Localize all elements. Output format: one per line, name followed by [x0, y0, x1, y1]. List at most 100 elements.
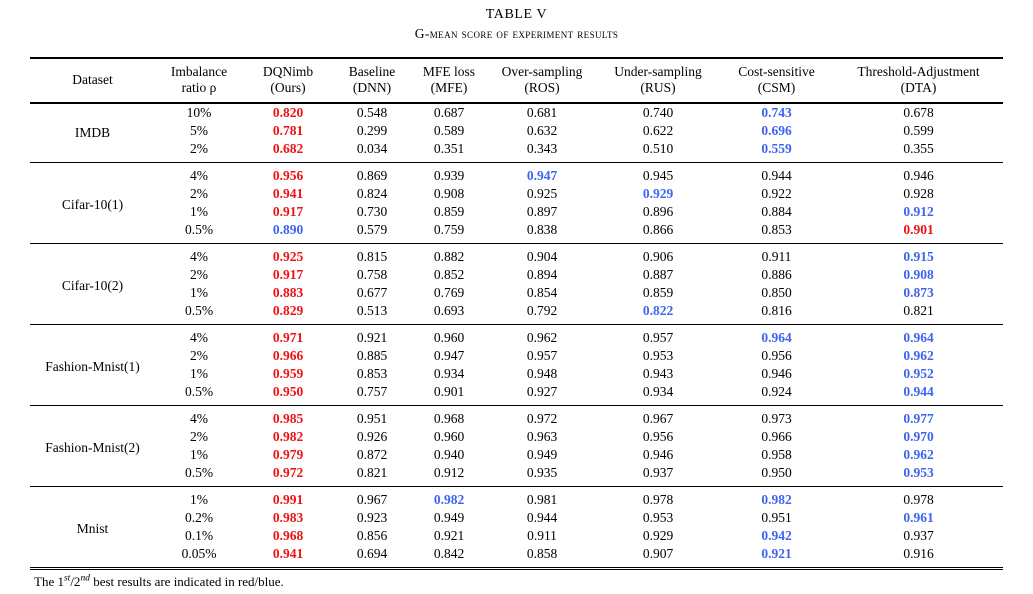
score-cell: 0.929 — [642, 528, 674, 543]
score-cell: 0.917 — [272, 204, 304, 219]
score-cell: 0.941 — [272, 186, 304, 201]
score-cell: 0.983 — [272, 510, 304, 525]
imbalance-ratio-value: 0.5% — [184, 222, 214, 237]
score-cell: 0.951 — [333, 405, 411, 428]
score-cell: 0.901 — [903, 222, 934, 237]
column-header-line1: Baseline — [348, 64, 396, 79]
score-cell: 0.859 — [642, 285, 674, 300]
imbalance-ratio-value: 0.5% — [184, 465, 214, 480]
col-header-baseline: Baseline (DNN) — [333, 58, 411, 104]
imbalance-ratio-value: 1% — [190, 447, 208, 462]
score-cell: 0.966 — [272, 348, 304, 363]
score-cell: 0.730 — [356, 204, 388, 219]
score-cell: 0.682 — [272, 141, 304, 156]
score-cell: 0.929 — [642, 186, 674, 201]
score-cell: 0.882 — [411, 243, 487, 266]
table-row: 0.5% 0.890 0.579 0.759 0.838 0.866 0.853 0.901 — [30, 221, 1003, 244]
score-cell: 0.934 — [642, 384, 674, 399]
table-row: 2% 0.917 0.758 0.852 0.894 0.887 0.886 0.908 — [30, 266, 1003, 284]
table-row: Fashion-Mnist(1) 4% 0.971 0.921 0.960 0.962 0.… — [30, 324, 1003, 406]
imbalance-ratio-value: 5% — [190, 123, 208, 138]
score-cell: 0.842 — [433, 546, 465, 561]
score-cell: 0.757 — [356, 384, 388, 399]
score-cell: 0.949 — [433, 510, 465, 525]
score-cell: 0.946 — [834, 162, 1003, 185]
imbalance-ratio-value: 1% — [190, 285, 208, 300]
score-cell: 0.758 — [356, 267, 388, 282]
dataset-name: Cifar-10(1) — [30, 162, 155, 244]
score-cell: 0.935 — [526, 465, 558, 480]
score-cell: 0.981 — [487, 486, 597, 509]
imbalance-ratio-value: 0.5% — [184, 384, 214, 399]
col-header-cost-sensitive: Cost-sensitive (CSM) — [719, 58, 834, 104]
score-cell: 0.957 — [597, 324, 719, 347]
score-cell: 0.853 — [761, 222, 792, 237]
column-header-line2: ratio ρ — [181, 80, 217, 95]
score-cell: 0.869 — [333, 162, 411, 185]
score-cell: 0.351 — [433, 141, 465, 156]
score-cell: 0.953 — [642, 510, 674, 525]
table-row: 0.2% 0.983 0.923 0.949 0.944 0.953 0.951 0.961 — [30, 509, 1003, 527]
score-cell: 0.968 — [272, 528, 304, 543]
score-cell: 0.978 — [834, 486, 1003, 509]
table-row: Cifar-10(1) 4% 0.956 0.869 0.939 0.947 0.945 0.… — [30, 162, 1003, 244]
score-cell: 0.924 — [761, 384, 792, 399]
score-cell: 0.964 — [719, 324, 834, 347]
imbalance-ratio-value: 10% — [186, 105, 212, 120]
column-header-line1: Under-sampling — [614, 64, 702, 79]
score-cell: 0.946 — [642, 447, 674, 462]
score-cell: 0.977 — [834, 405, 1003, 428]
score-cell: 0.944 — [903, 384, 934, 399]
score-cell: 0.687 — [433, 105, 465, 120]
score-cell: 0.956 — [642, 429, 674, 444]
footnote-superscript: nd — [80, 573, 90, 584]
column-header-line1: DQNimb — [262, 64, 314, 79]
score-cell: 0.911 — [719, 243, 834, 266]
score-cell: 0.866 — [642, 222, 674, 237]
score-cell: 0.820 — [272, 105, 304, 120]
score-cell: 0.816 — [761, 303, 792, 318]
score-cell: 0.956 — [243, 162, 333, 185]
column-header-line2: (MFE) — [430, 80, 468, 95]
score-cell: 0.923 — [356, 510, 388, 525]
column-header-line1: Threshold-Adjustment — [857, 64, 980, 79]
table-row: 2% 0.982 0.926 0.960 0.963 0.956 0.966 0.970 — [30, 428, 1003, 446]
score-cell: 0.632 — [526, 123, 558, 138]
score-cell: 0.622 — [642, 123, 674, 138]
score-cell: 0.978 — [597, 486, 719, 509]
column-header-line1: Over-sampling — [501, 64, 583, 79]
table-row: 2% 0.682 0.034 0.351 0.343 0.510 0.559 0.355 — [30, 140, 1003, 163]
score-cell: 0.829 — [272, 303, 304, 318]
score-cell: 0.907 — [642, 546, 674, 561]
dataset-name: Cifar-10(2) — [30, 243, 155, 325]
score-cell: 0.838 — [526, 222, 558, 237]
score-cell: 0.944 — [526, 510, 558, 525]
paper-table-page: TABLE V G-mean score of experiment resul… — [0, 7, 1033, 590]
score-cell: 0.949 — [526, 447, 558, 462]
score-cell: 0.952 — [903, 366, 934, 381]
score-cell: 0.897 — [526, 204, 558, 219]
table-row: 1% 0.979 0.872 0.940 0.949 0.946 0.958 0.962 — [30, 446, 1003, 464]
score-cell: 0.927 — [526, 384, 558, 399]
score-cell: 0.885 — [356, 348, 388, 363]
score-cell: 0.948 — [526, 366, 558, 381]
score-cell: 0.962 — [903, 447, 934, 462]
score-cell: 0.921 — [333, 324, 411, 347]
score-cell: 0.950 — [761, 465, 792, 480]
imbalance-ratio-value: 1% — [190, 366, 208, 381]
score-cell: 0.951 — [761, 510, 792, 525]
score-cell: 0.963 — [526, 429, 558, 444]
score-cell: 0.859 — [433, 204, 465, 219]
imbalance-ratio-value: 0.05% — [181, 546, 217, 561]
score-cell: 0.953 — [642, 348, 674, 363]
table-row: 1% 0.883 0.677 0.769 0.854 0.859 0.850 0.873 — [30, 284, 1003, 302]
table-title: G-mean score of experiment results — [414, 26, 619, 41]
score-cell: 0.759 — [433, 222, 465, 237]
table-row: Cifar-10(2) 4% 0.925 0.815 0.882 0.904 0.906 0.… — [30, 243, 1003, 325]
score-cell: 0.912 — [903, 204, 934, 219]
imbalance-ratio-value: 2% — [190, 186, 208, 201]
score-cell: 0.896 — [642, 204, 674, 219]
table-row: 5% 0.781 0.299 0.589 0.632 0.622 0.696 0.599 — [30, 122, 1003, 140]
score-cell: 0.034 — [356, 141, 388, 156]
column-header-line1: MFE loss — [422, 64, 476, 79]
